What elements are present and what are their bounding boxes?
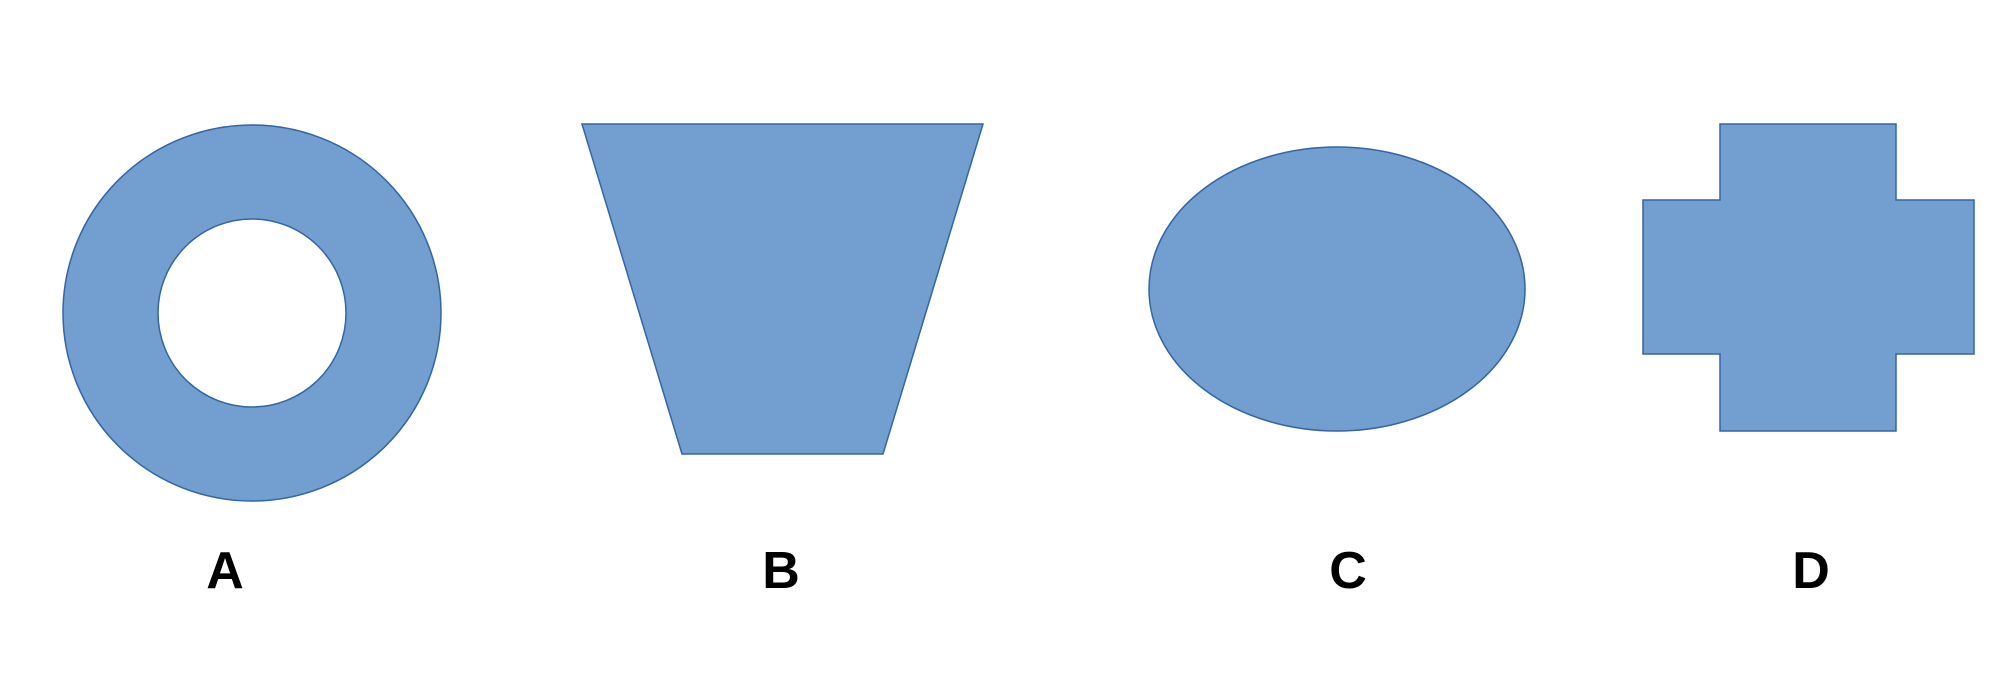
cross-shape: [1642, 123, 1975, 432]
ellipse-shape: [1148, 146, 1526, 432]
ring-shape: [62, 124, 442, 502]
option-d: D: [1642, 123, 1975, 600]
option-label-b: B: [762, 542, 800, 600]
option-label-a: A: [206, 542, 244, 600]
trapezoid-shape: [580, 123, 985, 455]
option-a: A: [62, 124, 442, 600]
option-label-d: D: [1792, 542, 1830, 600]
option-b: B: [580, 123, 985, 600]
option-label-c: C: [1329, 542, 1367, 600]
option-c: C: [1148, 146, 1526, 600]
